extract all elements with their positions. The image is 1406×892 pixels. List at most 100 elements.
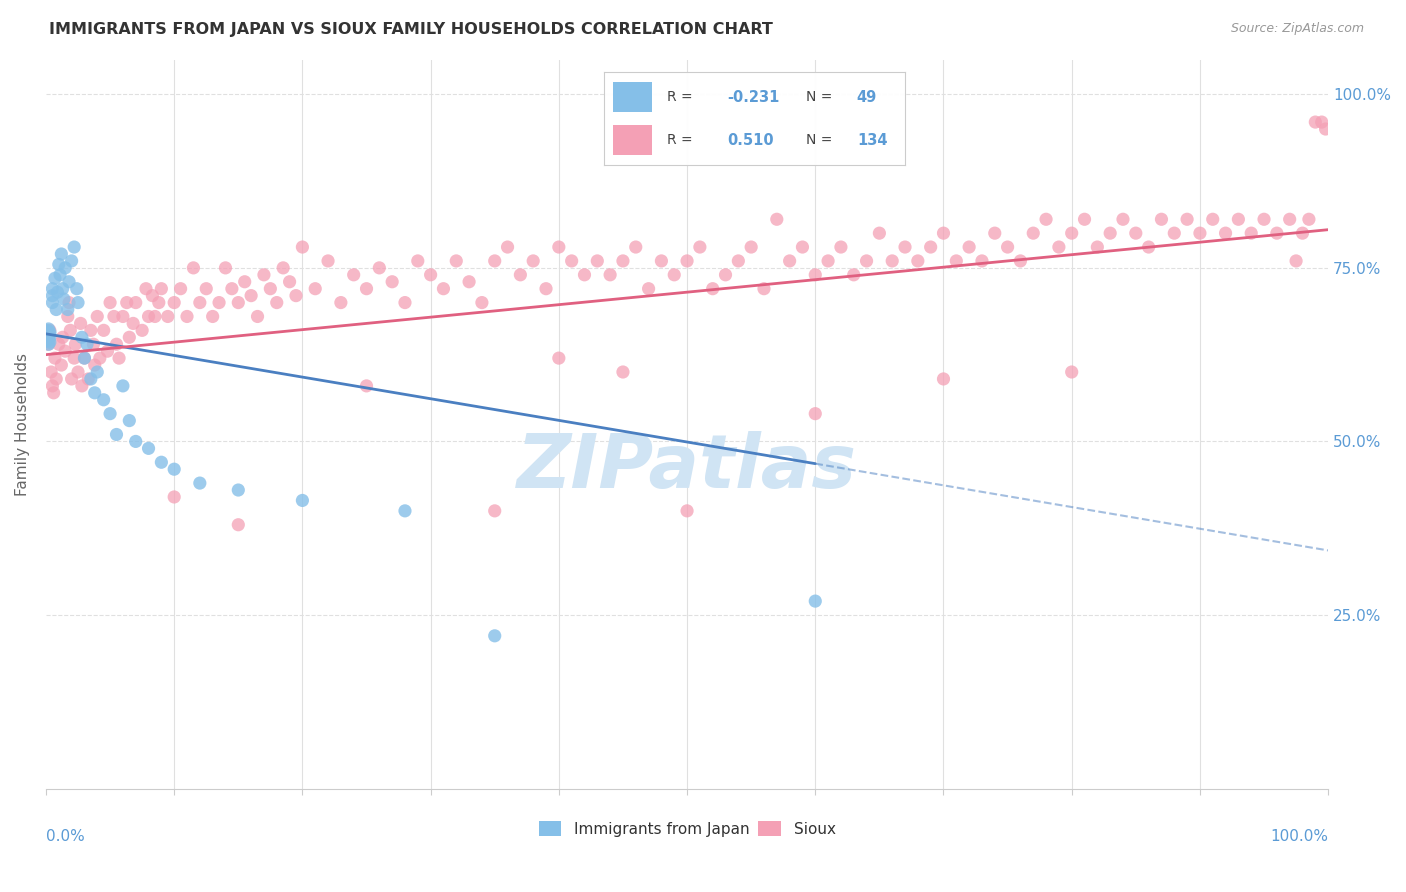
Point [60,254,83,268]
Point [163,490,186,504]
Point [82,337,104,351]
Text: Source: ZipAtlas.com: Source: ZipAtlas.com [1230,22,1364,36]
Point [259,282,281,296]
Point [496,240,519,254]
Point [446,254,468,268]
Point [406,254,429,268]
Point [1305,115,1327,129]
Point [624,240,647,254]
Point [37,326,59,341]
Point [111,379,134,393]
Point [156,310,179,324]
Point [1035,212,1057,227]
Point [804,594,827,608]
Point [53,260,76,275]
Point [52,330,75,344]
Point [522,254,544,268]
Point [150,282,173,296]
Point [932,226,955,240]
Point [664,268,686,282]
Point [458,275,481,289]
Point [1125,226,1147,240]
Point [534,282,557,296]
Point [830,240,852,254]
Point [1175,212,1198,227]
Point [432,282,454,296]
Point [53,344,76,359]
Point [77,372,100,386]
Point [792,240,814,254]
Point [38,325,60,339]
Point [702,282,724,296]
Point [291,240,314,254]
Point [381,275,404,289]
Point [779,254,801,268]
Text: ZIPatlas: ZIPatlas [517,432,858,504]
Point [509,268,531,282]
Point [44,271,66,285]
Point [599,268,621,282]
Point [48,257,70,271]
Point [42,385,65,400]
Point [105,337,128,351]
Point [752,282,775,296]
Point [804,268,827,282]
Point [56,302,79,317]
Point [471,295,494,310]
Point [1188,226,1211,240]
Point [131,323,153,337]
Point [38,332,60,346]
Point [329,295,352,310]
Point [804,407,827,421]
Point [98,407,121,421]
Point [226,517,249,532]
Point [419,268,441,282]
Point [73,351,96,365]
Point [176,310,198,324]
Point [907,254,929,268]
Point [1240,226,1263,240]
Point [650,254,672,268]
Point [51,358,73,372]
Point [1085,240,1108,254]
Point [37,330,59,344]
Point [48,337,70,351]
Text: IMMIGRANTS FROM JAPAN VS SIOUX FAMILY HOUSEHOLDS CORRELATION CHART: IMMIGRANTS FROM JAPAN VS SIOUX FAMILY HO… [49,22,773,37]
Point [1060,365,1083,379]
Point [98,295,121,310]
Point [1137,240,1160,254]
Point [547,240,569,254]
Point [38,335,60,350]
Point [316,254,339,268]
Point [291,493,314,508]
Point [103,310,125,324]
Point [765,212,787,227]
Point [45,302,67,317]
Point [1285,254,1308,268]
Text: 0.0%: 0.0% [46,829,84,844]
Point [125,434,148,449]
Point [984,226,1007,240]
Point [52,282,75,296]
Point [169,282,191,296]
Point [37,334,59,348]
Point [38,326,60,341]
Point [253,268,276,282]
Point [1112,212,1135,227]
Point [201,310,224,324]
Point [612,254,634,268]
Point [80,323,103,337]
Point [51,247,73,261]
Point [138,442,160,456]
Point [356,379,378,393]
Point [93,392,115,407]
Point [868,226,890,240]
Point [76,337,98,351]
Point [842,268,865,282]
Point [86,365,108,379]
Point [38,326,60,341]
Point [932,372,955,386]
Point [105,427,128,442]
Point [1291,226,1313,240]
Point [69,317,91,331]
